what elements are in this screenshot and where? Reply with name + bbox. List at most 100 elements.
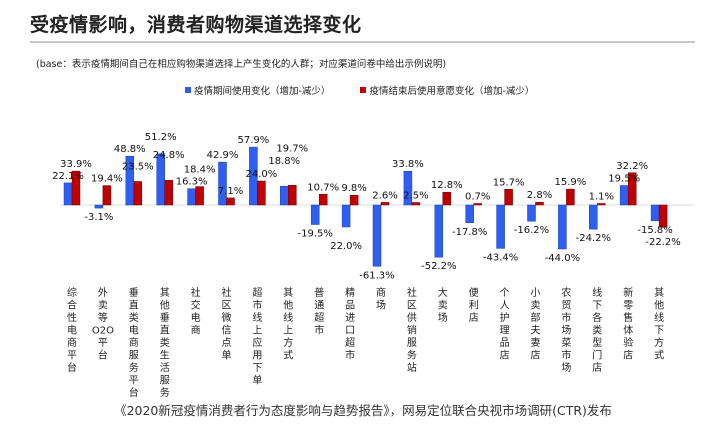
category-label-char: 服 xyxy=(160,375,170,387)
category-label-char: 便 xyxy=(469,286,479,299)
bar-during-epidemic xyxy=(650,204,660,222)
bar-during-epidemic xyxy=(310,204,320,225)
category-label-char: 部 xyxy=(531,311,541,324)
data-label: 24.8% xyxy=(153,150,185,161)
category-label-char: 方 xyxy=(283,336,293,349)
category-label-char: 门 xyxy=(592,349,602,362)
data-label: 51.2% xyxy=(145,132,177,143)
data-label: 19.5% xyxy=(608,174,640,185)
category-label-char: 外 xyxy=(98,287,108,299)
category-label-char: 垂 xyxy=(160,312,170,324)
category-label-char: 下 xyxy=(252,363,262,374)
bar-after-epidemic xyxy=(164,179,173,206)
data-label: 19.7% xyxy=(276,143,308,154)
category-label-char: 区 xyxy=(222,300,232,312)
data-label: -19.5% xyxy=(298,229,333,240)
legend-swatch-red xyxy=(360,87,367,93)
category-label-char: 其 xyxy=(160,287,170,299)
bar-chart: 22.1%33.9% -3.1% 19.4% 48.8% 23.5% 51.2% 24.8%… xyxy=(52,132,695,399)
category-label-char: 口 xyxy=(345,326,355,337)
category-label-char: 店 xyxy=(592,361,602,374)
bar-after-epidemic xyxy=(288,185,297,206)
category-label-char: 进 xyxy=(345,312,355,324)
category-label-char: 市 xyxy=(561,311,571,324)
category-label-char: 类 xyxy=(592,324,602,337)
data-label: 22.0% xyxy=(330,241,362,252)
bar-after-epidemic xyxy=(504,189,513,206)
bar-during-epidemic xyxy=(434,204,444,258)
category-label-char: 信 xyxy=(222,325,232,337)
category-label-char: 普 xyxy=(314,286,324,299)
bar-during-epidemic xyxy=(280,185,289,206)
category-label-char: 平 xyxy=(98,338,108,349)
data-label: -17.8% xyxy=(452,227,487,238)
category-label-char: 市 xyxy=(345,349,355,362)
bar-after-epidemic xyxy=(226,197,235,206)
category-label-char: 个 xyxy=(500,287,510,299)
data-label: -16.2% xyxy=(514,225,549,236)
category-label-char: 贸 xyxy=(561,300,571,312)
data-label: 15.7% xyxy=(493,177,525,188)
data-label: 33.8% xyxy=(392,159,424,170)
category-label-char: 商 xyxy=(129,336,139,349)
category-label-char: 区 xyxy=(407,300,417,312)
category-label-char: 线 xyxy=(654,311,664,324)
category-label-char: 交 xyxy=(191,299,201,312)
data-label: -43.4% xyxy=(483,252,518,263)
category-label-char: O2O xyxy=(92,326,114,337)
data-label: 16.3% xyxy=(176,177,208,188)
category-label-char: 上 xyxy=(252,325,262,337)
category-label-char: 点 xyxy=(222,337,232,349)
category-label-char: 销 xyxy=(407,324,417,337)
category-label-char: 微 xyxy=(222,311,232,324)
data-label: 15.9% xyxy=(555,177,587,188)
category-label-char: 精 xyxy=(345,286,355,299)
data-label: 24.0% xyxy=(246,169,278,180)
category-label-char: 社 xyxy=(407,286,417,299)
data-label: -52.2% xyxy=(421,261,456,272)
bar-after-epidemic xyxy=(411,202,421,206)
bar-during-epidemic xyxy=(341,204,351,228)
category-label-char: 他 xyxy=(160,299,170,312)
data-label: 42.9% xyxy=(207,150,239,161)
bar-after-epidemic xyxy=(195,186,204,206)
category-label-char: 他 xyxy=(283,299,293,312)
category-label-char: 电 xyxy=(129,324,139,337)
bar-after-epidemic xyxy=(473,203,482,206)
bar-after-epidemic xyxy=(71,170,81,206)
category-label-char: 超 xyxy=(345,336,355,349)
bar-after-epidemic xyxy=(627,172,637,206)
bar-after-epidemic xyxy=(380,202,390,206)
data-label: 32.2% xyxy=(616,161,648,172)
category-label-char: 电 xyxy=(67,324,77,337)
category-label-char: 店 xyxy=(469,311,479,324)
bar-after-epidemic xyxy=(658,204,668,228)
category-label-char: 店 xyxy=(623,349,633,362)
category-label-char: 商 xyxy=(376,286,386,299)
bar-after-epidemic xyxy=(566,188,575,206)
category-label-char: 夫 xyxy=(531,325,541,337)
category-label-char: 市 xyxy=(561,349,571,362)
category-label-char: 应 xyxy=(252,336,262,349)
bar-after-epidemic xyxy=(349,194,359,206)
data-label: 7.1% xyxy=(218,186,243,197)
category-label-char: 型 xyxy=(592,336,602,349)
category-label-char: 平 xyxy=(129,376,139,387)
data-label: 2.6% xyxy=(372,190,397,201)
category-label-char: 服 xyxy=(129,350,139,362)
category-label-char: 他 xyxy=(654,299,664,312)
data-label: -24.2% xyxy=(576,233,611,244)
category-label-char: 单 xyxy=(252,375,262,387)
bar-during-epidemic xyxy=(187,188,196,206)
category-label-char: 台 xyxy=(98,349,108,362)
data-label: -22.2% xyxy=(645,237,680,248)
legend-label: 疫情结束后使用意愿变化（增加-减少） xyxy=(369,86,535,97)
bar-during-epidemic xyxy=(465,204,474,224)
data-label: 33.9% xyxy=(60,159,92,170)
legend-item-series2: 疫情结束后使用意愿变化（增加-减少） xyxy=(360,83,534,97)
category-label-char: 电 xyxy=(191,311,201,324)
data-label: 18.8% xyxy=(268,156,300,167)
bar-after-epidemic xyxy=(102,185,112,206)
bar-during-epidemic xyxy=(589,204,598,230)
bar-during-epidemic xyxy=(496,204,505,249)
